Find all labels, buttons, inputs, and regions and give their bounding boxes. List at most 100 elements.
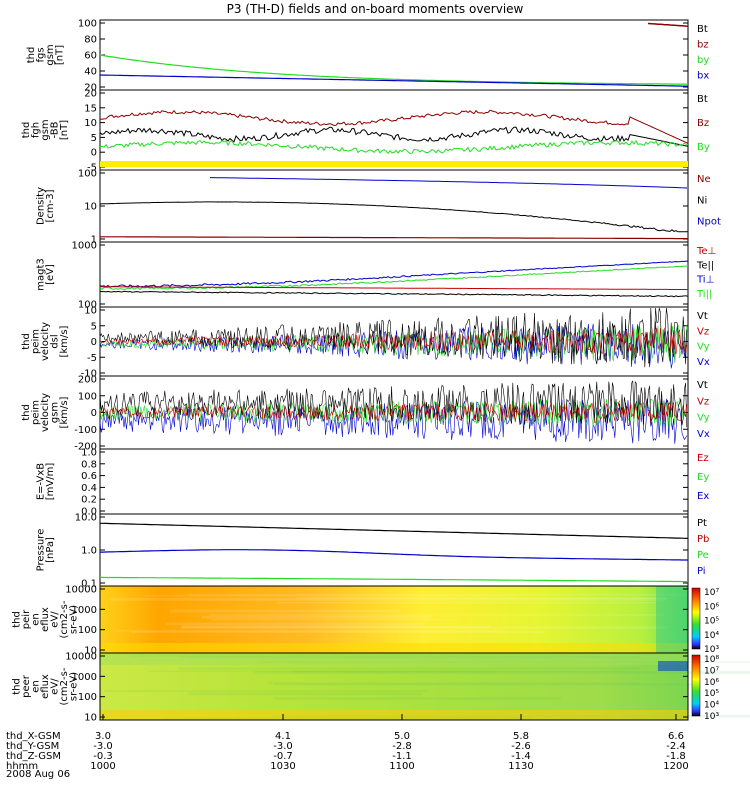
velE-ytick-label: 10: [84, 306, 97, 317]
panel-efld: 1.00.80.60.40.20.0 E=-VxB[mV/m] Ez Ey Ex: [35, 448, 709, 518]
espec-texture-band: [291, 670, 494, 673]
ispec-ytick-label: 100: [78, 625, 97, 636]
xaxis-value: 1000: [90, 761, 115, 772]
fgh-legend-by: By: [697, 142, 710, 153]
ispec-ylabel: (cm2-s-: [59, 600, 70, 638]
dens-ylabel: Density: [35, 187, 46, 225]
espec-ytick-label: 10000: [65, 652, 97, 663]
espec-colorbar: [691, 654, 701, 717]
xaxis-value: 4.1: [275, 731, 291, 742]
espec-texture-band: [188, 692, 423, 696]
velI-legend-vx: Vx: [697, 429, 710, 440]
ispec-ylabel: peir: [21, 609, 32, 629]
ispec-texture-band: [182, 625, 491, 629]
press-legend-pt: Pt: [697, 518, 707, 529]
espec-ylabel: en: [31, 680, 42, 693]
fgh-legend-bz: Bz: [697, 118, 709, 129]
xaxis-value: -1.8: [666, 751, 686, 762]
ispec-colorbar-label: 10⁷: [704, 588, 719, 598]
velI-ylabel: velocity: [40, 393, 51, 432]
efld-ylabel: E=-VxB: [35, 463, 46, 500]
ispec-ytick-label: 10: [84, 646, 97, 657]
temp-legend-ti: Ti⊥: [696, 275, 714, 286]
efld-ytick-label: 0.0: [81, 507, 97, 518]
velI-ylabel: thd: [21, 404, 32, 421]
press-ylabel: [nPa]: [45, 537, 56, 563]
espec-texture-band: [253, 671, 750, 675]
fgs-legend-bt: Bt: [697, 24, 708, 35]
dens-legend-npot: Npot: [697, 217, 721, 228]
dens-legend-ni: Ni: [697, 195, 707, 206]
temp-trace-teperp: [100, 286, 689, 291]
ispec-texture-band: [201, 615, 432, 619]
temp-trace-tipar: [99, 265, 689, 291]
velI-ytick-label: 200: [78, 375, 97, 386]
ispec-texture-band: [170, 609, 401, 613]
espec-ylabel: thd: [12, 678, 23, 695]
xaxis-row-label: hhmm: [6, 761, 38, 772]
press-ytick-label: 1.0: [81, 546, 97, 557]
efld-ylabel: [mV/m]: [45, 463, 56, 501]
velI-ytick-label: -200: [74, 442, 97, 453]
espec-ylabel: (cm2-s-: [59, 667, 70, 705]
xaxis-date: 2008 Aug 06: [6, 769, 70, 780]
ispec-texture-band: [144, 595, 516, 597]
ispec-texture-band: [276, 601, 656, 604]
ispec-end-region: [656, 586, 688, 653]
espec-ytick-label: 1000: [72, 672, 97, 683]
fgs-ytick-label: 80: [84, 35, 97, 46]
fgs-ytick-label: 60: [84, 51, 97, 62]
temp-trace-tepar: [99, 290, 689, 298]
dens-ytick-label: 10: [84, 202, 97, 213]
fgs-ylabel: [nT]: [54, 45, 65, 65]
fgh-ytick-label: 20: [84, 89, 97, 100]
espec-colorbar-label: 10⁴: [704, 701, 719, 711]
efld-ytick-label: 0.4: [81, 483, 97, 494]
ispec-texture-band: [212, 618, 457, 621]
xaxis-value: 1030: [270, 761, 295, 772]
velE-legend-vy: Vy: [697, 342, 710, 353]
fgh-ytick-label: 5: [91, 133, 97, 144]
velE-ytick-label: -10: [81, 369, 97, 380]
velE-legend-vx: Vx: [697, 357, 710, 368]
fgh-ylabel: thd: [21, 122, 32, 139]
panel-temp: 1000 100 magt3[eV] Te⊥ Te|| Ti⊥ Ti||: [35, 241, 716, 311]
velI-legend-vy: Vy: [697, 413, 710, 424]
espec-colorbar-label: 10⁸: [704, 655, 719, 665]
temp-ylabel: magt3: [35, 258, 46, 291]
xaxis-value: 1130: [508, 761, 533, 772]
ispec-texture-band: [115, 630, 505, 632]
xaxis-value: 6.6: [668, 731, 684, 742]
press-legend-pb: Pb: [697, 534, 709, 545]
temp-ytick-label: 1000: [72, 241, 97, 252]
press-ytick-label: 0.1: [81, 579, 97, 590]
espec-blue-patch: [658, 661, 688, 671]
ispec-texture-band: [297, 597, 667, 599]
velE-trace-vt: [99, 307, 688, 368]
espec-ytick-label: 100: [78, 692, 97, 703]
velI-frame: [99, 375, 689, 450]
espec-low-band: [100, 710, 688, 720]
fgs-legend-by: by: [697, 55, 709, 66]
press-ytick-label: 10.0: [75, 513, 97, 524]
fgh-yellow-band: [100, 161, 688, 167]
espec-colorbar-label: 10⁶: [704, 678, 719, 688]
velE-trace-vz: [99, 326, 688, 356]
velE-ylabel: dsl: [50, 334, 61, 348]
ispec-low-energy-band: [100, 643, 688, 653]
fgh-ytick-label: -5: [87, 163, 97, 174]
xaxis-value: -2.6: [511, 741, 531, 752]
efld-legend-ez: Ez: [697, 453, 709, 464]
fgh-ytick-label: 15: [84, 103, 97, 114]
ispec-ylabel: eflux: [40, 607, 51, 632]
press-legend-pi: Pi: [697, 566, 706, 577]
espec-texture-band: [267, 682, 639, 685]
ispec-ytick-label: 10000: [65, 585, 97, 596]
fgs-ytick-label: 100: [78, 19, 97, 30]
xaxis-value: 3.0: [95, 731, 111, 742]
xaxis-value: -3.0: [273, 741, 293, 752]
efld-ytick-label: 0.2: [81, 495, 97, 506]
panel-dens: 100 10 1 Density[cm-3] Ne Ni Npot: [35, 169, 721, 246]
efld-ytick-label: 0.8: [81, 459, 97, 470]
